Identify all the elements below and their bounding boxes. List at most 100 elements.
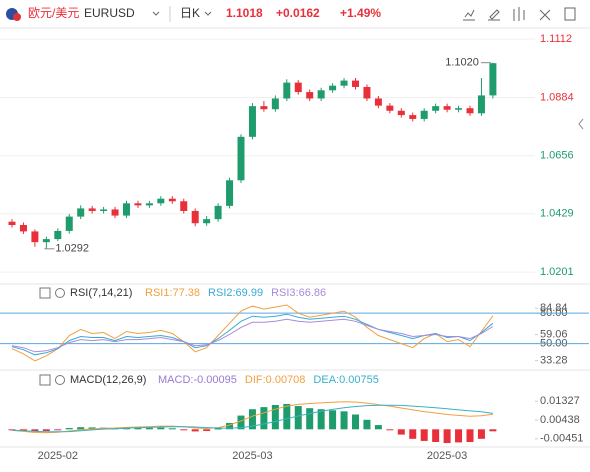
y-tick-label: -0.00451: [540, 433, 583, 445]
candle-body: [477, 95, 485, 114]
candle-body: [88, 208, 96, 211]
y-tick-label: 1.0884: [540, 91, 574, 103]
panel-title: MACD(12,26,9): [70, 374, 146, 386]
x-tick-label: 2025-03: [427, 450, 467, 462]
x-tick-label: 2025-02: [38, 450, 78, 462]
candle-body: [420, 110, 428, 119]
y-tick-label: 84.84: [540, 302, 568, 314]
candle-body: [123, 203, 130, 216]
y-tick-label: 1.0656: [540, 150, 574, 162]
candle-body: [42, 239, 50, 243]
histogram-bar: [455, 429, 463, 443]
histogram-bar: [294, 406, 302, 430]
draw-icon[interactable]: [488, 9, 500, 21]
candle-body: [329, 85, 337, 91]
candle-body: [409, 115, 417, 119]
legend-entry: RSI3:66.86: [271, 287, 326, 299]
hide-icon[interactable]: [39, 374, 51, 386]
candle-body: [432, 106, 440, 111]
tool-icons[interactable]: [463, 7, 576, 21]
y-tick-label: 0.01327: [540, 395, 580, 407]
histogram-bar: [145, 427, 153, 430]
histogram-bar: [8, 429, 16, 431]
candle-body: [443, 106, 451, 110]
y-tick-label: 1.0201: [540, 266, 574, 278]
settings-icon[interactable]: [55, 288, 65, 298]
y-tick-label: 1.1112: [540, 33, 572, 45]
histogram-bar: [77, 427, 85, 430]
macd-line: [11, 401, 493, 434]
change-pct: +1.49%: [340, 6, 381, 20]
candle-body: [168, 198, 176, 202]
toolbar: [0, 0, 590, 28]
histogram-bar: [283, 403, 291, 430]
histogram-bar: [317, 409, 325, 430]
price: 1.1018: [226, 6, 263, 20]
candle-body: [374, 98, 382, 106]
histogram-bar: [226, 422, 234, 430]
histogram-bar: [237, 415, 245, 430]
symbol[interactable]: EURUSD: [84, 6, 135, 20]
indicator-icon[interactable]: [463, 9, 475, 21]
histogram-bar: [443, 429, 451, 444]
histogram-bar: [203, 429, 211, 431]
legend-entry: DIF:0.00708: [245, 374, 306, 386]
histogram-bar: [134, 427, 142, 430]
histogram-bar: [31, 429, 39, 432]
rsi-line: [11, 318, 494, 353]
histogram-bar: [54, 429, 62, 431]
candle-body: [455, 108, 463, 110]
annotation: 1.0292: [55, 243, 89, 255]
flag-icon: [13, 13, 21, 21]
collapse-icon[interactable]: [578, 118, 584, 130]
histogram-bar: [65, 428, 73, 430]
histogram-bar: [271, 405, 279, 430]
settings-icon[interactable]: [539, 9, 551, 21]
pair-name[interactable]: 欧元/美元: [28, 6, 79, 20]
period[interactable]: 日K: [180, 6, 200, 20]
histogram-bar: [363, 419, 371, 430]
candle-icon[interactable]: [513, 7, 525, 21]
dropdown-icon[interactable]: [204, 11, 212, 16]
candle-body: [54, 230, 62, 240]
hide-icon[interactable]: [39, 287, 51, 299]
candle-body: [317, 90, 325, 99]
histogram-bar: [214, 428, 222, 430]
candle-body: [77, 208, 85, 217]
candle-body: [489, 63, 497, 96]
candle-body: [65, 216, 73, 231]
candle-body: [283, 82, 291, 99]
dropdown-icon[interactable]: [152, 11, 160, 16]
candle-body: [157, 198, 165, 204]
histogram-bar: [352, 414, 359, 430]
candle-body: [397, 110, 405, 116]
settings-icon[interactable]: [55, 375, 65, 385]
candle-body: [386, 105, 394, 111]
histogram-bar: [477, 429, 485, 439]
candle-body: [340, 80, 348, 86]
candle-body: [271, 98, 279, 110]
candle-body: [31, 231, 39, 243]
candle-body: [466, 108, 474, 114]
candle-body: [19, 225, 27, 232]
rsi-line: [11, 304, 494, 362]
histogram-bar: [329, 410, 337, 430]
candle-body: [180, 201, 188, 211]
histogram-bar: [409, 429, 417, 439]
histogram-bar: [340, 411, 348, 430]
fullscreen-icon[interactable]: [564, 7, 576, 21]
change: +0.0162: [276, 6, 320, 20]
candle-body: [306, 92, 314, 99]
y-tick-label: 59.06: [540, 328, 568, 340]
candle-body: [145, 203, 153, 206]
histogram-bar: [306, 408, 314, 430]
candle-body: [260, 106, 268, 110]
rsi-line: [11, 313, 494, 356]
candle-body: [226, 180, 234, 206]
histogram-bar: [374, 425, 382, 430]
legend-entry: RSI1:77.38: [145, 287, 200, 299]
x-tick-label: 2025-03: [232, 450, 272, 462]
histogram-bar: [420, 429, 428, 441]
